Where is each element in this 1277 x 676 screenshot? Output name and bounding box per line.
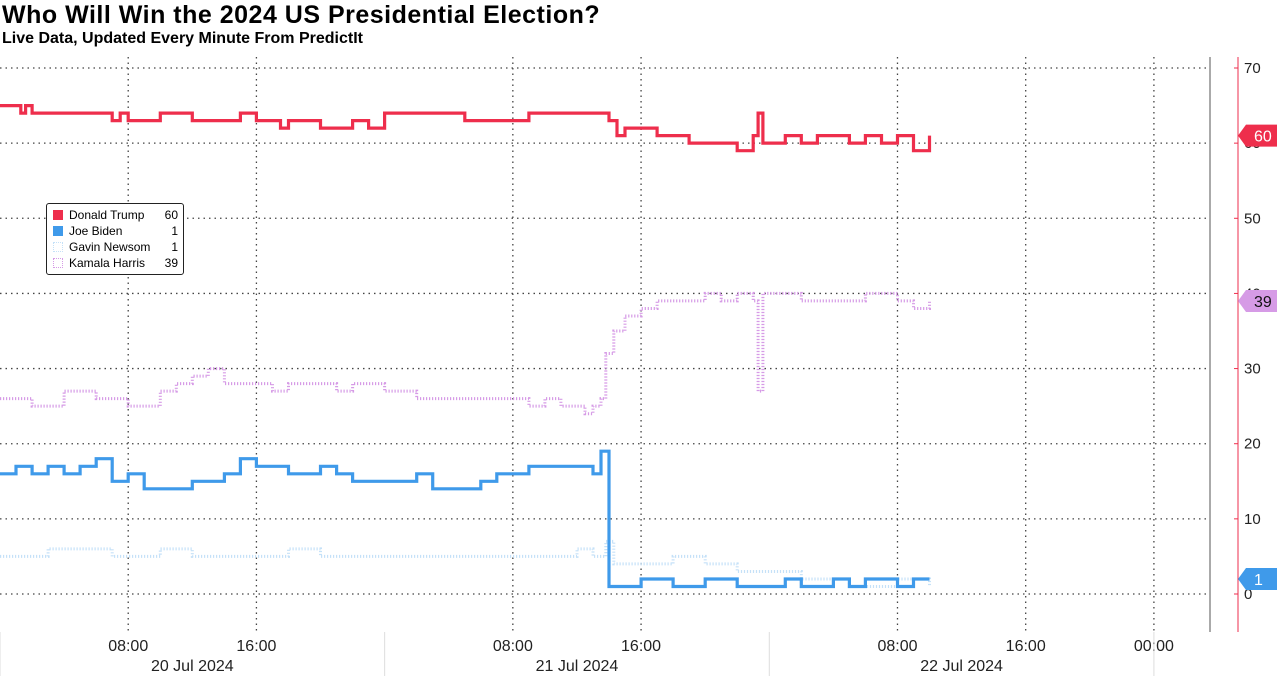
value-tag-label: 60 (1254, 129, 1272, 146)
y-tick-label: 50 (1244, 210, 1261, 227)
x-tick-label: 16:00 (1006, 638, 1046, 655)
x-date-label: 21 Jul 2024 (536, 658, 619, 675)
x-date-label: 22 Jul 2024 (920, 658, 1003, 675)
series-line-joe-biden (0, 449, 930, 589)
legend-value: 60 (164, 208, 178, 222)
legend-swatch (53, 210, 63, 220)
chart-subtitle: Live Data, Updated Every Minute From Pre… (2, 30, 363, 47)
legend-label: Gavin Newsom (69, 240, 151, 254)
x-tick-label: 16:00 (621, 638, 661, 655)
legend-value: 1 (171, 224, 178, 238)
x-tick-label: 08:00 (108, 638, 148, 655)
legend-swatch (53, 258, 63, 268)
gridlines (0, 57, 1210, 632)
legend-value: 1 (171, 240, 178, 254)
y-tick-label: 10 (1244, 511, 1261, 528)
value-tag-shape (1238, 567, 1277, 590)
value-tag-donald-trump: 60 (1238, 124, 1277, 147)
y-axis: 010203040506070 (1209, 57, 1261, 632)
y-tick-label: 30 (1244, 361, 1261, 378)
x-tick-label: 08:00 (493, 638, 533, 655)
x-tick-label: 08:00 (877, 638, 917, 655)
legend: Donald Trump 60 Joe Biden 1 Gavin Newsom 1 Kam… (46, 203, 184, 275)
series-line-kamala-harris (0, 291, 931, 416)
legend-label: Donald Trump (69, 208, 145, 222)
last-value-tags: 60 39 1 (1238, 124, 1277, 590)
value-tag-joe-biden: 1 (1238, 567, 1277, 590)
legend-label: Joe Biden (69, 224, 123, 238)
legend-item: Donald Trump 60 (53, 207, 178, 223)
value-tag-shape (1238, 289, 1277, 312)
legend-item: Joe Biden 1 (53, 223, 178, 239)
value-tag-label: 1 (1254, 572, 1263, 589)
legend-item: Gavin Newsom 1 (53, 239, 178, 255)
x-date-label: 20 Jul 2024 (151, 658, 234, 675)
series-lines (0, 104, 932, 589)
y-tick-label: 70 (1244, 60, 1261, 77)
legend-swatch (53, 226, 63, 236)
value-tag-label: 39 (1254, 294, 1272, 311)
legend-swatch (53, 242, 63, 252)
y-tick-label: 0 (1244, 586, 1252, 603)
y-tick-label: 20 (1244, 436, 1261, 453)
legend-item: Kamala Harris 39 (53, 255, 178, 271)
x-tick-label: 16:00 (236, 638, 276, 655)
value-tag-kamala-harris: 39 (1238, 289, 1277, 312)
chart-title: Who Will Win the 2024 US Presidential El… (2, 1, 601, 29)
series-line-gavin-newsom (0, 539, 931, 588)
value-tag-shape (1238, 124, 1277, 147)
series-line-donald-trump (0, 104, 932, 153)
legend-value: 39 (164, 256, 178, 270)
legend-label: Kamala Harris (69, 256, 146, 270)
